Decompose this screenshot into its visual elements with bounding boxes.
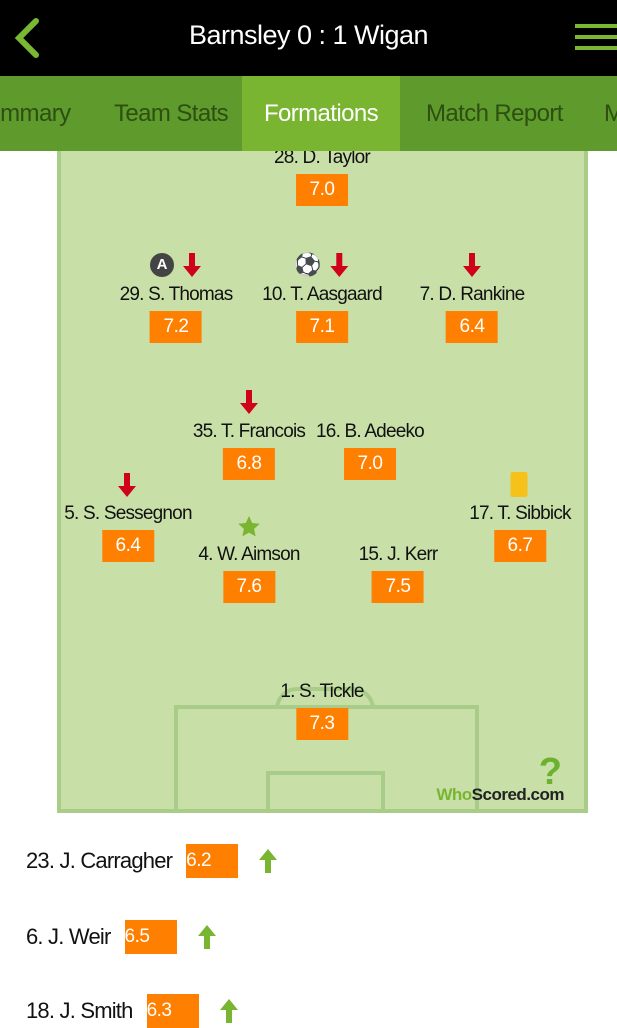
subbed-on-icon bbox=[259, 849, 278, 873]
player-rating: 7.2 bbox=[149, 311, 202, 343]
captain-icon: A bbox=[150, 253, 174, 277]
player-name: 1. S. Tickle bbox=[280, 681, 364, 702]
player-rating: 6.3 bbox=[146, 994, 199, 1028]
top-bar: Barnsley 0 : 1 Wigan bbox=[0, 0, 617, 76]
player-card[interactable]: 15. J. Kerr 7.5 bbox=[359, 543, 438, 603]
subbed-off-icon bbox=[463, 253, 481, 277]
player-card[interactable]: 28. D. Taylor 7.0 bbox=[274, 146, 371, 206]
tab-formations[interactable]: Formations bbox=[242, 76, 400, 151]
player-name: 15. J. Kerr bbox=[358, 544, 439, 565]
subbed-off-icon bbox=[240, 390, 258, 414]
player-name: 16. B. Adeeko bbox=[316, 421, 425, 442]
player-card[interactable]: 1. S. Tickle 7.3 bbox=[280, 680, 364, 740]
player-name: 7. D. Rankine bbox=[419, 284, 526, 305]
tab-more[interactable]: M bbox=[604, 100, 617, 127]
player-rating: 6.4 bbox=[446, 311, 498, 343]
player-rating: 7.6 bbox=[223, 571, 275, 603]
whoscored-logo-mark: ? bbox=[538, 751, 562, 793]
subbed-off-icon bbox=[330, 253, 349, 277]
player-rating: 6.4 bbox=[102, 530, 154, 562]
match-title: Barnsley 0 : 1 Wigan bbox=[188, 20, 429, 50]
substitute-row[interactable]: 6. J. Weir 6.5 bbox=[26, 920, 217, 954]
man-of-the-match-star-icon bbox=[238, 516, 260, 537]
player-name: 6. J. Weir bbox=[26, 924, 111, 949]
chevron-left-icon[interactable] bbox=[14, 18, 40, 58]
tab-bar: Summary Team Stats Formations Match Repo… bbox=[0, 76, 617, 151]
subbed-on-icon bbox=[219, 999, 238, 1023]
player-card[interactable]: 7. D. Rankine 6.4 bbox=[420, 283, 525, 343]
player-rating: 6.7 bbox=[494, 530, 546, 562]
player-rating: 7.0 bbox=[343, 448, 396, 480]
player-rating: 6.5 bbox=[124, 920, 177, 954]
goal-ball-icon: ⚽ bbox=[294, 252, 322, 277]
subbed-on-icon bbox=[197, 925, 216, 949]
player-card[interactable]: 5. S. Sessegnon 6.4 bbox=[64, 502, 193, 562]
player-card[interactable]: 29. S. Thomas 7.2 bbox=[120, 283, 233, 343]
subbed-off-icon bbox=[118, 473, 136, 497]
player-rating: 6.2 bbox=[186, 844, 239, 878]
whoscored-logo: WhoScored.com bbox=[436, 785, 564, 804]
player-rating: 6.8 bbox=[222, 448, 275, 480]
player-name: 28. D. Taylor bbox=[274, 147, 371, 168]
player-name: 29. S. Thomas bbox=[119, 284, 234, 305]
subbed-off-icon bbox=[183, 253, 201, 277]
player-name: 4. W. Aimson bbox=[198, 544, 300, 565]
player-card[interactable]: 16. B. Adeeko 7.0 bbox=[316, 420, 425, 480]
player-name: 23. J. Carragher bbox=[26, 848, 173, 873]
player-name: 35. T. Francois bbox=[192, 421, 306, 442]
player-rating: 7.0 bbox=[295, 174, 348, 206]
player-card[interactable]: 4. W. Aimson 7.6 bbox=[198, 543, 300, 603]
substitute-row[interactable]: 23. J. Carragher 6.2 bbox=[26, 844, 278, 878]
player-rating: 7.5 bbox=[372, 571, 424, 603]
tab-team-stats[interactable]: Team Stats bbox=[114, 100, 229, 127]
player-rating: 7.3 bbox=[295, 708, 348, 740]
penalty-box bbox=[174, 705, 479, 809]
substitute-row[interactable]: 18. J. Smith 6.3 bbox=[26, 994, 239, 1028]
player-card[interactable]: 35. T. Francois 6.8 bbox=[192, 420, 306, 480]
player-name: 10. T. Aasgaard bbox=[262, 284, 383, 305]
pitch: ? WhoScored.com bbox=[57, 120, 588, 813]
goal-box bbox=[266, 771, 385, 809]
player-rating: 7.1 bbox=[295, 311, 348, 343]
player-name: 5. S. Sessegnon bbox=[64, 503, 192, 524]
tab-summary[interactable]: Summary bbox=[0, 100, 71, 127]
player-card[interactable]: 17. T. Sibbick 6.7 bbox=[469, 502, 572, 562]
tab-match-report[interactable]: Match Report bbox=[426, 100, 563, 127]
player-card[interactable]: 10. T. Aasgaard 7.1 bbox=[262, 283, 383, 343]
player-name: 18. J. Smith bbox=[26, 998, 133, 1023]
yellow-card-icon bbox=[510, 472, 528, 497]
hamburger-menu-icon[interactable] bbox=[575, 24, 617, 57]
player-name: 17. T. Sibbick bbox=[469, 503, 571, 524]
